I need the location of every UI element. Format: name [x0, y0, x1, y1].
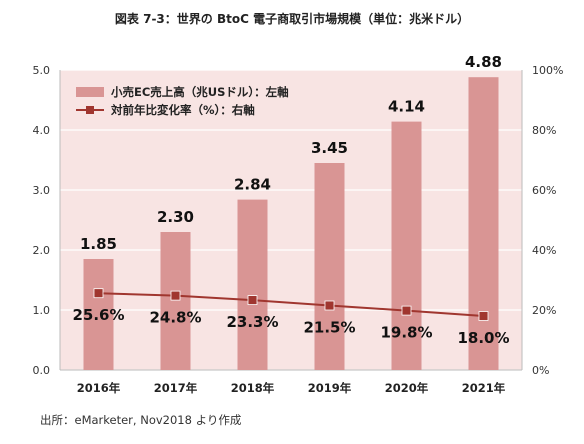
left-tick-label: 3.0	[33, 184, 51, 197]
right-tick-label: 40%	[532, 244, 556, 257]
category-label: 2020年	[385, 381, 429, 395]
chart-title: 図表 7-3：世界の BtoC 電子商取引市場規模（単位：兆米ドル）	[114, 12, 470, 26]
left-tick-label: 2.0	[33, 244, 51, 257]
category-label: 2018年	[231, 381, 275, 395]
left-tick-label: 1.0	[33, 304, 51, 317]
left-axis: 0.0 1.0 2.0 3.0 4.0 5.0	[33, 64, 522, 377]
bar	[314, 163, 345, 370]
legend-line-marker	[86, 106, 94, 114]
category-axis: 2016年 2017年 2018年 2019年 2020年 2021年	[77, 381, 506, 395]
bar-value-label: 2.30	[157, 208, 194, 226]
line-series: 25.6% 24.8% 23.3% 21.5% 19.8% 18.0%	[72, 288, 510, 347]
category-label: 2016年	[77, 381, 121, 395]
bar	[83, 259, 114, 370]
category-label: 2019年	[308, 381, 352, 395]
right-axis: 0% 20% 40% 60% 80% 100%	[521, 64, 563, 377]
line-point	[401, 305, 412, 316]
line-point	[324, 300, 335, 311]
line-point	[247, 295, 258, 306]
line-value-label: 19.8%	[380, 324, 432, 342]
category-label: 2017年	[154, 381, 198, 395]
bar-value-label: 2.84	[234, 176, 271, 194]
bar	[160, 232, 191, 370]
left-tick-label: 5.0	[33, 64, 51, 77]
bar-series: 1.85 2.30 2.84 3.45 4.14 4.88	[80, 53, 502, 370]
source-note: 出所：eMarketer, Nov2018 より作成	[40, 413, 242, 427]
right-tick-label: 0%	[532, 364, 549, 377]
line-value-label: 24.8%	[149, 309, 201, 327]
right-tick-label: 20%	[532, 304, 556, 317]
bar-value-label: 4.88	[465, 53, 502, 71]
bar	[468, 77, 499, 370]
legend-bar-swatch	[76, 87, 104, 97]
bar-value-label: 3.45	[311, 139, 348, 157]
line-value-label: 23.3%	[226, 313, 278, 331]
plot-background	[60, 70, 522, 370]
line-path	[98, 292, 484, 317]
bar	[237, 199, 268, 370]
right-tick-label: 100%	[532, 64, 563, 77]
line-point	[170, 290, 181, 301]
line-point	[93, 288, 104, 299]
category-label: 2021年	[462, 381, 506, 395]
legend-line-label: 対前年比変化率（%）：右軸	[110, 103, 255, 117]
bar-value-label: 1.85	[80, 235, 117, 253]
line-point	[478, 311, 489, 321]
legend-bar-label: 小売EC売上高（兆USドル）：左軸	[110, 85, 289, 99]
bar-value-label: 4.14	[388, 98, 425, 116]
line-value-label: 21.5%	[303, 319, 355, 337]
line-value-label: 25.6%	[72, 306, 124, 324]
left-tick-label: 4.0	[33, 124, 51, 137]
left-tick-label: 0.0	[33, 364, 51, 377]
bar	[391, 121, 422, 370]
right-tick-label: 60%	[532, 184, 556, 197]
line-value-label: 18.0%	[457, 329, 509, 347]
right-tick-label: 80%	[532, 124, 556, 137]
